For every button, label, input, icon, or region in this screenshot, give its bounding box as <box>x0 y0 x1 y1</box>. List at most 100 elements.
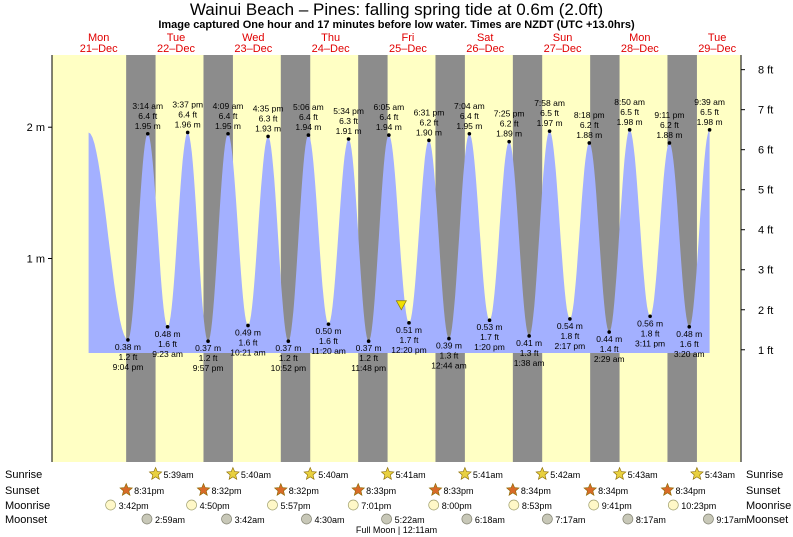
sun-moon-rows: Sunrise Sunrise 5:39am 5:40am 5:40am 5:41am 5:… <box>5 466 791 526</box>
low-tide-metres: 0.48 m <box>676 329 702 339</box>
day-label-date: 27–Dec <box>544 43 582 55</box>
high-tide-metres: 1.98 m <box>697 117 723 127</box>
moonrise-time: 10:23pm <box>681 501 716 511</box>
day-label-name: Tue <box>708 32 727 44</box>
low-tide-metres: 0.48 m <box>155 329 181 339</box>
moonset-icon <box>622 513 634 525</box>
high-tide-feet: 6.5 ft <box>620 107 640 117</box>
sunrise-icon <box>380 466 395 480</box>
high-tide-time: 3:37 pm <box>172 99 203 109</box>
row-label-sunset: Sunset <box>5 485 39 497</box>
low-tide-feet: 1.7 ft <box>400 335 420 345</box>
low-tide-point <box>527 334 531 338</box>
y-tick-label-feet: 4 ft <box>758 225 773 237</box>
moonrise-time: 8:00pm <box>442 501 472 511</box>
low-tide-point <box>366 339 371 344</box>
high-tide-metres: 1.97 m <box>537 118 563 128</box>
low-tide-time: 9:23 am <box>152 349 183 359</box>
low-tide-point <box>487 318 492 323</box>
high-tide-metres: 1.88 m <box>576 130 602 140</box>
high-tide-time: 7:04 am <box>454 101 485 111</box>
high-tide-metres: 1.90 m <box>416 127 442 137</box>
low-tide-point <box>165 324 170 329</box>
moonrise-time: 9:41pm <box>602 501 632 511</box>
tide-labels: 0.38 m1.2 ft9:04 pm3:14 am6.4 ft1.95 m0.… <box>113 97 725 373</box>
high-tide-feet: 6.2 ft <box>500 119 520 129</box>
day-label-name: Mon <box>629 32 650 44</box>
sunset-time: 8:34pm <box>598 486 628 496</box>
low-tide-feet: 1.6 ft <box>239 337 259 347</box>
low-tide-metres: 0.38 m <box>115 342 141 352</box>
y-tick-label-feet: 8 ft <box>758 65 773 77</box>
high-tide-metres: 1.91 m <box>336 126 362 136</box>
low-tide-time: 9:04 pm <box>113 362 144 372</box>
high-tide-time: 5:34 pm <box>333 106 364 116</box>
low-tide-metres: 0.53 m <box>477 322 503 332</box>
sunrise-icon <box>225 466 240 480</box>
moonset-time: 5:22am <box>395 515 425 525</box>
moonrise-time: 3:42pm <box>119 501 149 511</box>
high-tide-point <box>427 138 431 143</box>
low-tide-point <box>607 330 611 334</box>
low-tide-metres: 0.39 m <box>436 341 462 351</box>
moonset-time: 8:17am <box>636 515 666 525</box>
low-tide-point <box>246 323 250 328</box>
low-tide-point <box>687 324 692 329</box>
moonset-icon <box>381 513 392 525</box>
low-tide-metres: 0.56 m <box>637 318 663 328</box>
high-tide-time: 7:25 pm <box>494 109 525 119</box>
moonset-time: 4:30am <box>314 515 344 525</box>
current-level-marker <box>395 300 407 311</box>
high-tide-point <box>387 133 391 137</box>
high-tide-point <box>667 141 672 145</box>
high-tide-feet: 6.5 ft <box>540 108 560 118</box>
day-label-date: 23–Dec <box>234 43 272 55</box>
low-tide-feet: 1.6 ft <box>158 339 178 349</box>
high-tide-feet: 6.5 ft <box>700 107 720 117</box>
moonset-time: 6:18am <box>475 515 505 525</box>
high-tide-point <box>226 131 230 136</box>
moonrise-icon <box>508 499 520 511</box>
day-label-date: 29–Dec <box>698 43 736 55</box>
sunset-time: 8:34pm <box>675 486 705 496</box>
high-tide-metres: 1.89 m <box>496 129 522 139</box>
low-tide-feet: 1.6 ft <box>680 339 700 349</box>
plot-area: 0.38 m1.2 ft9:04 pm3:14 am6.4 ft1.95 m0.… <box>52 55 741 462</box>
high-tide-point <box>185 130 190 135</box>
day-label-date: 21–Dec <box>80 43 118 55</box>
low-tide-point <box>326 322 331 326</box>
moonrise-icon <box>428 499 440 511</box>
low-tide-metres: 0.51 m <box>396 325 422 335</box>
y-tick-label-metres: 2 m <box>27 122 45 134</box>
sunset-icon <box>119 482 134 496</box>
low-tide-point <box>447 336 451 341</box>
sunset-icon <box>196 482 211 496</box>
y-tick-label-feet: 1 ft <box>758 345 773 357</box>
low-tide-feet: 1.3 ft <box>520 348 540 358</box>
sunrise-icon <box>612 466 627 480</box>
high-tide-time: 6:05 am <box>374 102 405 112</box>
moonset-time: 3:42am <box>235 515 265 525</box>
moonrise-time: 8:53pm <box>522 501 552 511</box>
y-tick-label-metres: 1 m <box>27 254 45 266</box>
row-label-right-moonrise: Moonrise <box>746 500 791 512</box>
row-label-right-moonset: Moonset <box>746 514 788 526</box>
sunset-icon <box>428 482 443 496</box>
low-tide-feet: 1.8 ft <box>560 331 580 341</box>
moonrise-icon <box>588 499 600 511</box>
moonrise-time: 5:57pm <box>280 501 310 511</box>
low-tide-time: 3:11 pm <box>635 338 665 348</box>
high-tide-feet: 6.4 ft <box>178 109 198 119</box>
low-tide-feet: 1.6 ft <box>319 336 339 346</box>
high-tide-feet: 6.4 ft <box>460 111 480 121</box>
row-label-moonset: Moonset <box>5 514 47 526</box>
moonrise-icon <box>267 499 278 511</box>
day-label-date: 28–Dec <box>621 43 659 55</box>
sunrise-icon <box>457 466 472 480</box>
low-tide-time: 2:29 am <box>594 354 625 364</box>
sunrise-icon <box>535 466 550 480</box>
axes: 1 m 2 m 1 ft 2 ft 3 ft 4 ft 5 ft 6 ft 7 ft 8 ft <box>27 55 773 462</box>
moonset-icon <box>141 513 153 525</box>
moonset-time: 9:17am <box>716 515 746 525</box>
